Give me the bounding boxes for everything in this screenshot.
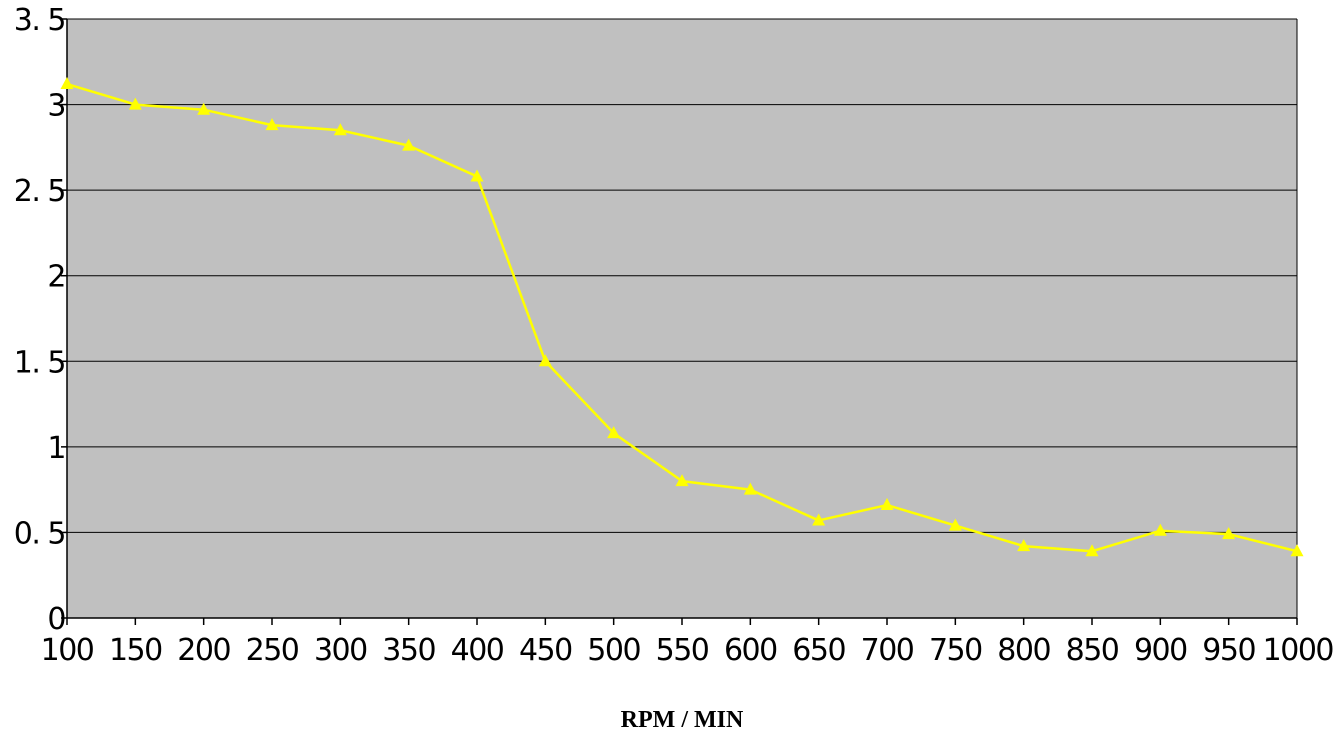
x-tick-label: 1000 [1263,633,1334,668]
data-point-marker [538,354,552,367]
y-tick-label: 3 [47,89,65,124]
data-point-marker [743,482,757,495]
data-point-marker [607,426,621,439]
data-point-marker [1085,544,1099,557]
data-point-marker [880,498,894,511]
data-point-marker [1017,539,1031,552]
data-point-marker [812,513,826,526]
data-point-marker [265,118,279,131]
x-tick-label: 950 [1202,633,1255,668]
data-point-marker [470,169,484,182]
y-tick-label: 2. 5 [14,174,65,209]
x-tick-label: 200 [177,633,230,668]
data-point-marker [1153,523,1167,536]
x-tick-label: 350 [382,633,435,668]
x-axis-tick-labels: 100 150 200 250 300 350 400 450 500 550 600 650 700 7… [41,633,1335,668]
plot-area [67,19,1297,618]
x-tick-label: 750 [929,633,982,668]
data-point-marker [333,123,347,136]
y-axis-tick-labels: 0 0. 5 1 1. 5 2 2. 5 3 3. 5 [14,3,67,637]
x-tick-label: 450 [519,633,572,668]
data-point-marker [60,77,74,90]
y-tick-label: 0 [47,602,65,637]
x-tick-label: 300 [314,633,367,668]
y-tick-label: 2 [47,260,65,295]
x-tick-label: 650 [792,633,845,668]
x-tick-label: 500 [587,633,640,668]
x-tick-label: 800 [997,633,1050,668]
x-axis-title: RPM / MIN [621,707,744,733]
x-tick-label: 400 [451,633,504,668]
y-tick-label: 3. 5 [14,3,65,38]
series-group [60,77,1304,557]
x-tick-label: 250 [246,633,299,668]
data-point-marker [402,138,416,151]
data-point-marker [1222,527,1236,540]
x-tick-label: 900 [1134,633,1187,668]
axes [61,18,1298,625]
data-point-marker [197,102,211,115]
x-tick-label: 600 [724,633,777,668]
y-tick-label: 0. 5 [14,516,65,551]
x-tick-label: 700 [861,633,914,668]
data-point-marker [128,97,142,110]
x-tick-label: 150 [109,633,162,668]
x-tick-label: 550 [656,633,709,668]
y-tick-label: 1. 5 [14,345,65,380]
data-point-marker [675,474,689,487]
data-point-marker [948,518,962,531]
data-point-marker [1290,544,1304,557]
x-tick-label: 850 [1066,633,1119,668]
x-tick-label: 100 [41,633,94,668]
y-tick-label: 1 [47,431,65,466]
